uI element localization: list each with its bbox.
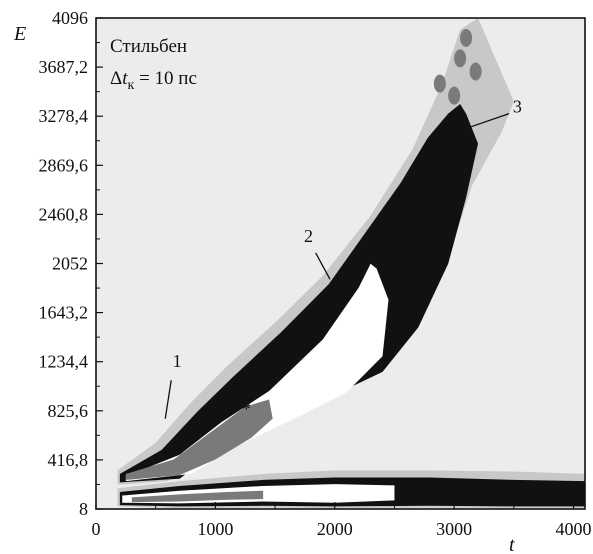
annotation-asterisk: * <box>242 399 251 419</box>
subtitle-sub: к <box>128 78 135 93</box>
subtitle-rest: = 10 пс <box>134 68 197 89</box>
y-tick-label: 3687,2 <box>39 57 89 77</box>
chart-subtitle: Δtк = 10 пс <box>110 68 197 93</box>
tail-speckle <box>433 74 446 93</box>
tail-speckle <box>469 62 482 81</box>
x-axis-title: t <box>509 534 515 554</box>
rising-branch-gray-band <box>125 399 273 480</box>
annotation-leader-line <box>470 112 510 128</box>
tail-speckle <box>460 28 473 47</box>
annotations: 1 2 3 * <box>164 96 522 419</box>
tail-speckle <box>454 49 467 68</box>
y-tick-label: 8 <box>79 499 88 519</box>
y-tick-label: 1643,2 <box>39 303 89 323</box>
y-axis-ticks: 8 416,8 825,6 1234,4 1643,2 2052 2460,8 2869,6 3… <box>39 8 103 519</box>
x-tick-label: 1000 <box>197 519 233 539</box>
annotation-label: 1 <box>173 351 182 371</box>
y-tick-label: 2052 <box>52 254 88 274</box>
annotation-label: 3 <box>513 96 522 116</box>
y-tick-label: 1234,4 <box>39 352 89 372</box>
annotation-leader-line <box>315 252 331 280</box>
low-band-gray <box>131 490 264 503</box>
x-tick-label: 2000 <box>317 519 353 539</box>
annotation-leader-line <box>164 380 172 419</box>
intensity-regions <box>117 18 585 509</box>
x-tick-label: 3000 <box>436 519 472 539</box>
chart-title: Стильбен <box>110 36 187 57</box>
y-tick-label: 2869,6 <box>39 155 89 175</box>
y-tick-label: 825,6 <box>48 401 89 421</box>
subtitle-t: t <box>122 68 128 89</box>
subtitle-delta: Δ <box>110 68 122 89</box>
annotation-label: 2 <box>304 226 313 246</box>
y-tick-label: 4096 <box>52 8 88 28</box>
y-tick-label: 2460,8 <box>39 204 89 224</box>
y-axis-title: E <box>13 23 26 45</box>
tail-speckle <box>448 86 461 105</box>
x-tick-label: 4000 <box>556 519 592 539</box>
rising-branch-white <box>125 263 389 482</box>
y-tick-label: 3278,4 <box>39 106 89 126</box>
x-tick-label: 0 <box>92 519 101 539</box>
y-tick-label: 416,8 <box>48 450 89 470</box>
x-axis-ticks: 0 1000 2000 3000 4000 <box>92 502 592 539</box>
